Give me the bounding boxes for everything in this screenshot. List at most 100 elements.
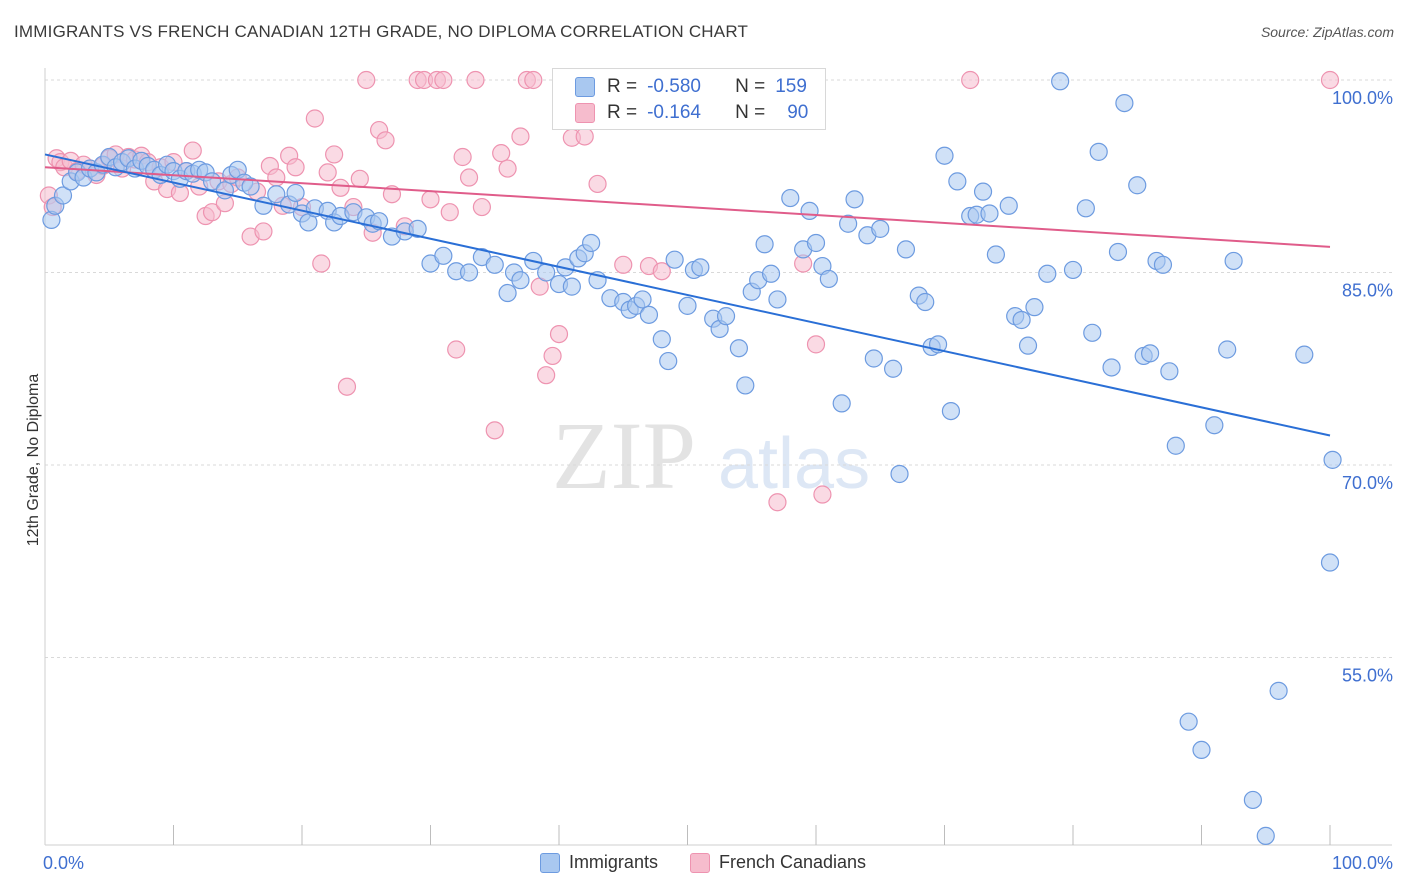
immigrants-point <box>1179 712 1198 731</box>
french-canadians-point <box>376 131 395 150</box>
immigrants-point <box>890 464 909 484</box>
immigrants-point <box>215 181 234 200</box>
immigrants-point <box>832 394 851 413</box>
immigrants-point <box>1218 340 1237 359</box>
source-label: Source: ZipAtlas.com <box>1260 24 1394 40</box>
immigrants-point <box>459 263 479 282</box>
y-tick-label: 85.0% <box>1342 281 1393 301</box>
immigrants-point <box>896 240 916 259</box>
french-canadians-point <box>537 366 556 385</box>
immigrants-point <box>633 290 652 309</box>
french-canadians-point <box>447 340 466 359</box>
immigrants-point <box>736 376 755 395</box>
immigrants-point <box>241 177 260 196</box>
french-canadians-point <box>325 145 344 164</box>
immigrants-point <box>1083 323 1102 342</box>
immigrants-point <box>582 233 601 253</box>
immigrants-point <box>1108 242 1128 262</box>
french-canadians-point <box>202 203 222 222</box>
immigrants-point <box>761 264 781 283</box>
immigrants-point <box>1192 740 1211 760</box>
french-canadians-point <box>813 485 832 504</box>
immigrants-point <box>434 246 453 265</box>
immigrants-point <box>286 183 305 203</box>
french-canadians-point <box>549 325 569 344</box>
grid <box>45 79 1392 658</box>
immigrants-point <box>1018 336 1038 355</box>
immigrants-point <box>871 219 890 238</box>
stats-swatch-french <box>575 103 595 123</box>
immigrants-point <box>678 296 697 315</box>
immigrants-point <box>1025 298 1044 317</box>
french-canadians-trend-line <box>44 166 1331 248</box>
immigrants-point <box>511 271 530 290</box>
immigrants-point <box>781 188 800 208</box>
watermark-zip: ZIP <box>552 402 696 509</box>
immigrants-point <box>1323 450 1342 469</box>
french-canadians-point <box>498 159 517 178</box>
chart-title: IMMIGRANTS VS FRENCH CANADIAN 12TH GRADE… <box>14 22 749 41</box>
french-canadians-point <box>459 168 479 187</box>
immigrants-point <box>941 402 961 421</box>
immigrants-point <box>1140 344 1160 363</box>
immigrants-point <box>652 330 671 349</box>
immigrants-point <box>1256 826 1275 845</box>
french-canadians-point <box>466 70 485 90</box>
immigrants-point <box>691 258 710 277</box>
immigrants-point <box>1051 72 1070 91</box>
immigrants-point <box>53 186 73 205</box>
immigrants-point <box>1128 176 1147 195</box>
immigrants-point <box>267 185 286 204</box>
immigrants-point <box>659 351 678 371</box>
stats-n-value: 159 <box>775 76 807 97</box>
french-canadians-point <box>254 222 273 241</box>
immigrants-point <box>1153 255 1173 274</box>
stats-row-immigrants: R = -0.580 N = 159 <box>575 74 807 100</box>
french-canadians-point <box>961 70 980 90</box>
legend-item-french[interactable]: French Canadians <box>689 852 867 873</box>
stats-n-value: 90 <box>787 102 809 123</box>
french-canadians-point <box>543 346 562 366</box>
immigrants-point <box>839 214 858 233</box>
french-canadians-point <box>440 203 459 222</box>
legend: Immigrants French Canadians <box>0 852 1406 873</box>
watermark: ZIP atlas <box>552 402 870 509</box>
immigrants-point <box>1089 142 1108 161</box>
french-canadians-point <box>434 70 453 90</box>
immigrants-point <box>973 182 993 201</box>
french-canadians-point <box>806 335 826 354</box>
x-tick-label-min: 0.0% <box>43 853 84 873</box>
immigrants-point <box>1102 358 1121 377</box>
immigrants-point <box>716 307 736 326</box>
immigrants-point <box>729 339 749 358</box>
immigrants-point <box>999 196 1018 215</box>
immigrants-point <box>1269 681 1288 700</box>
legend-label-french: French Canadians <box>718 852 867 872</box>
french-canadians-point <box>312 254 331 273</box>
french-canadians-point <box>511 127 530 146</box>
french-canadians-point <box>485 421 504 440</box>
stats-n-label: N = <box>735 76 766 97</box>
immigrants-point <box>1160 362 1179 381</box>
immigrants-point <box>800 201 819 220</box>
stats-box: R = -0.580 N = 159 R = -0.164 N = 90 <box>552 68 826 130</box>
french-canadians-point <box>472 197 491 217</box>
immigrants-point <box>639 305 659 324</box>
french-canadians-point <box>357 70 376 90</box>
french-canadians-point <box>575 127 594 146</box>
x-tick-label-max: 100.0% <box>1332 853 1393 873</box>
y-tick-label: 55.0% <box>1342 666 1393 686</box>
french-canadians-point <box>614 255 633 274</box>
stats-r-value: -0.164 <box>647 102 701 123</box>
french-canadians-point <box>350 169 369 188</box>
immigrants-point <box>1205 416 1224 435</box>
watermark-atlas: atlas <box>718 424 870 504</box>
stats-n-label: N = <box>735 102 766 123</box>
legend-item-immigrants[interactable]: Immigrants <box>539 852 658 873</box>
immigrants-point <box>819 269 838 289</box>
immigrants-point <box>845 190 864 209</box>
legend-label-immigrants: Immigrants <box>568 852 658 872</box>
french-canadians-point <box>286 158 305 177</box>
immigrants-point <box>986 245 1006 264</box>
